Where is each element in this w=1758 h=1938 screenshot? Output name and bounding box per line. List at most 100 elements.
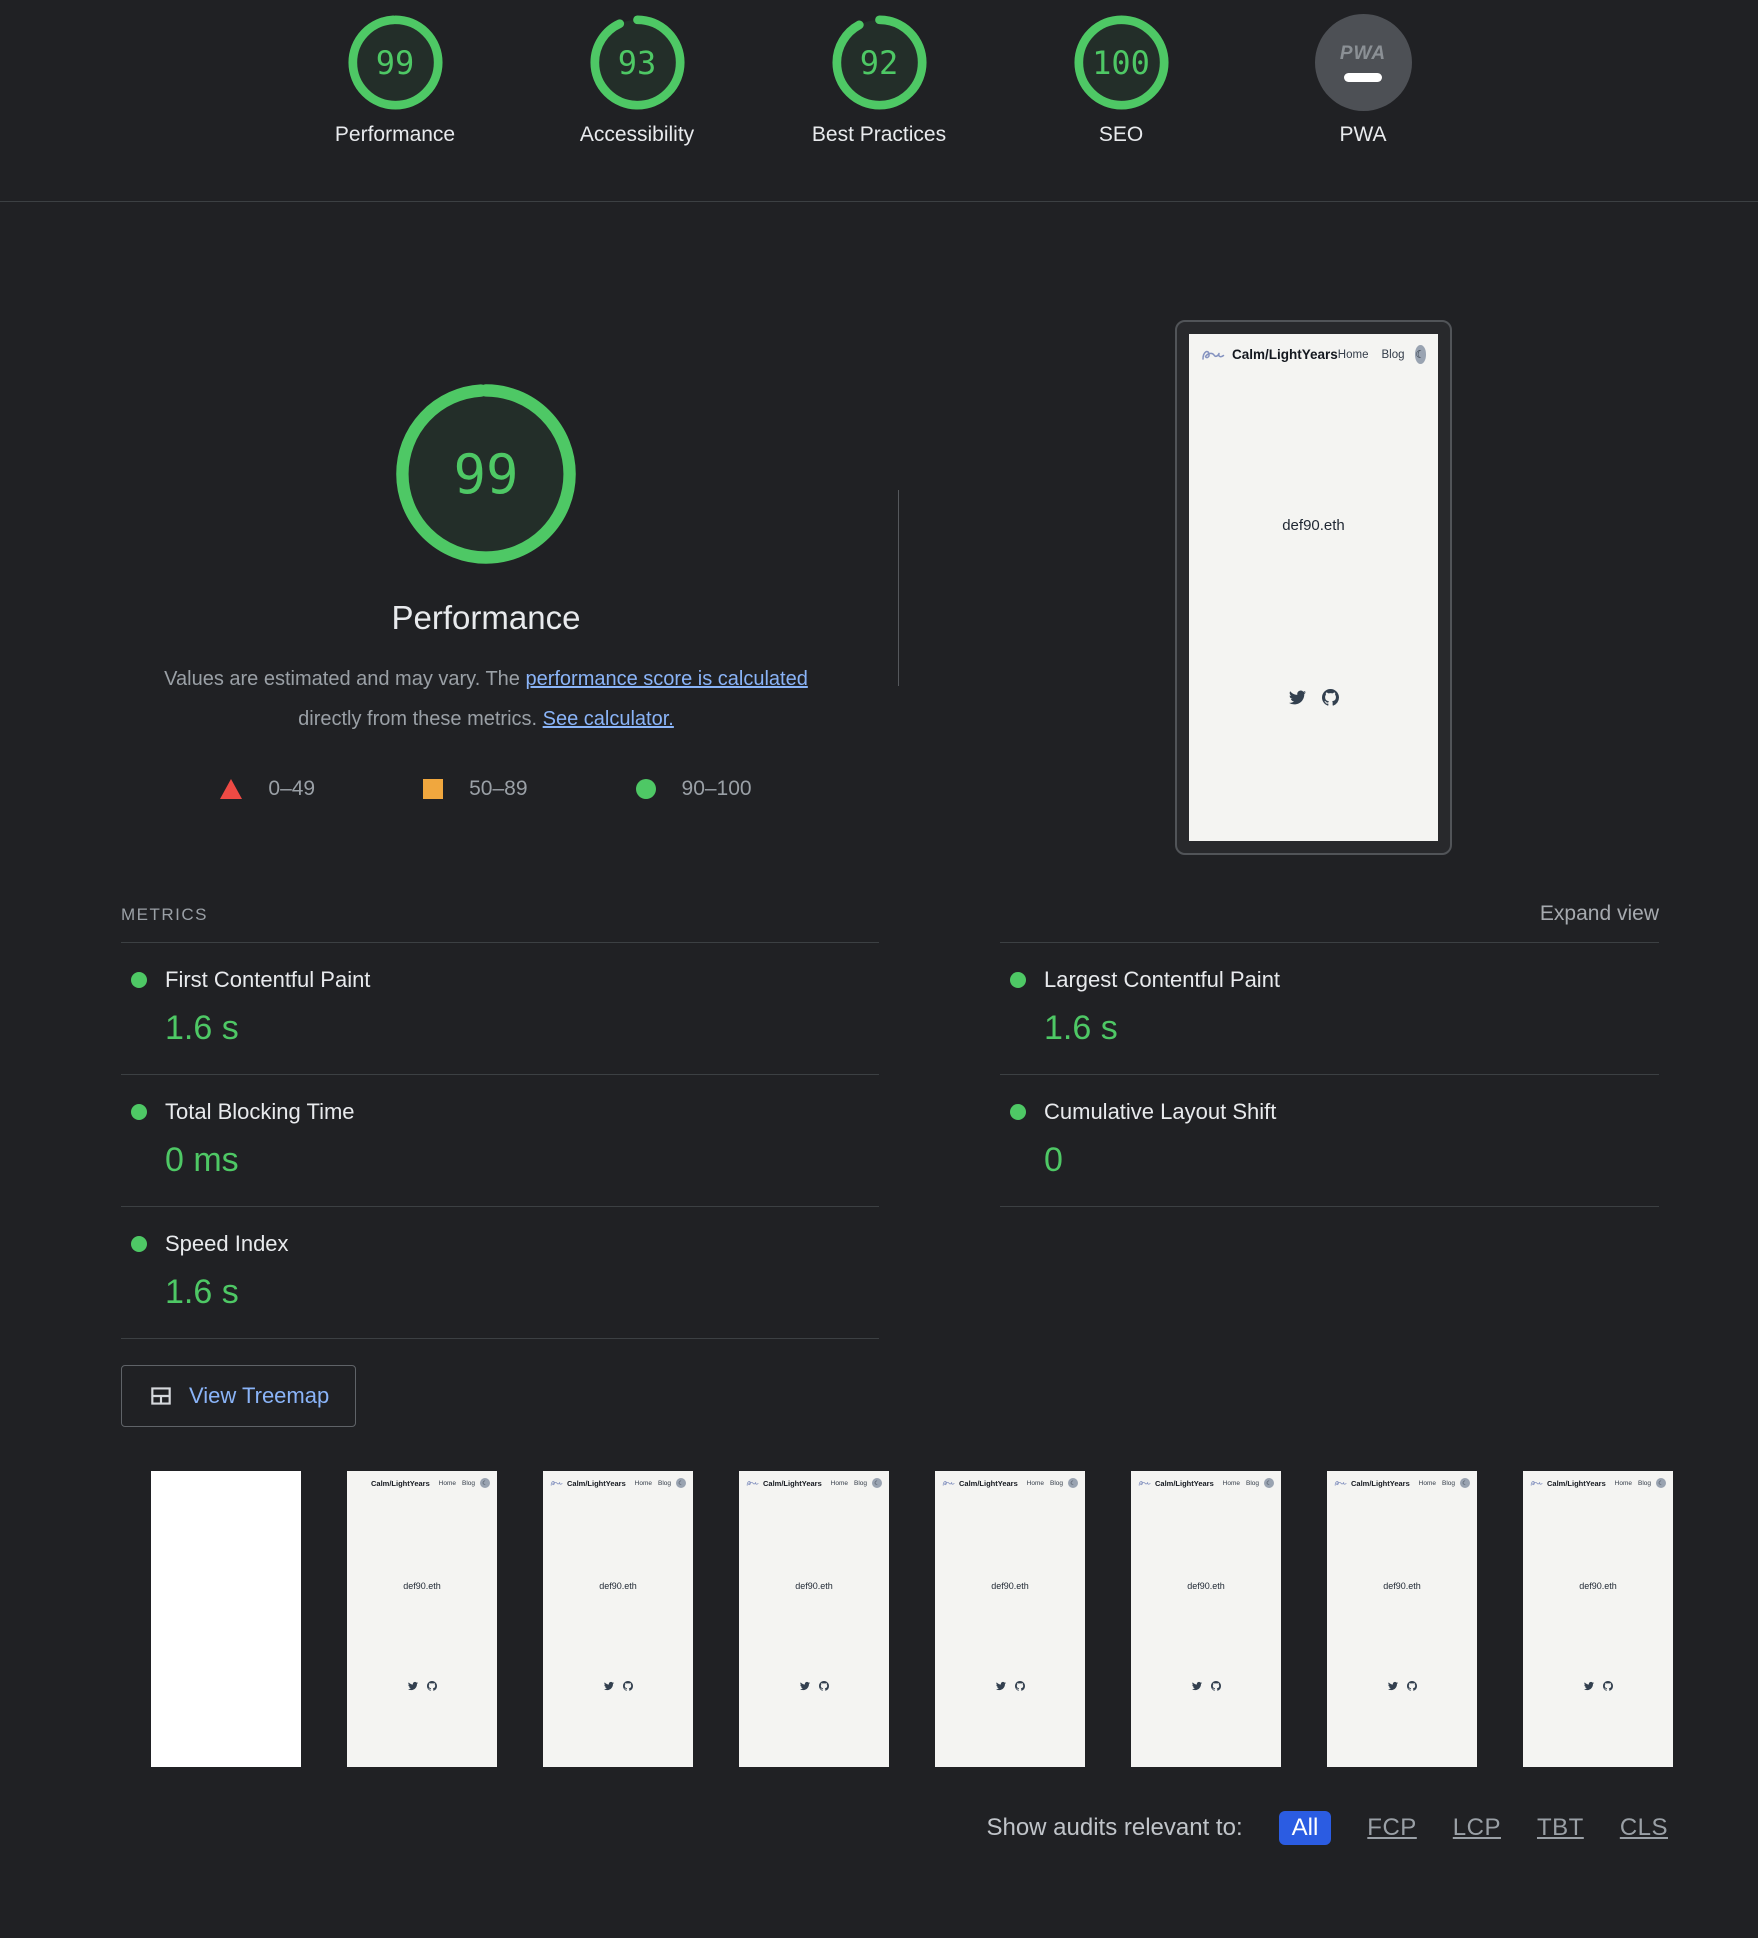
github-icon xyxy=(1321,688,1339,706)
filter-lcp-link[interactable]: LCP xyxy=(1452,1814,1501,1841)
best-practices-score: 92 xyxy=(859,43,899,82)
filter-fcp-link[interactable]: FCP xyxy=(1367,1814,1417,1841)
metric-si: Speed Index 1.6 s xyxy=(121,1207,879,1339)
lcp-name: Largest Contentful Paint xyxy=(1044,967,1281,992)
brand-logo-icon xyxy=(942,1481,955,1486)
expand-view-button[interactable]: Expand view xyxy=(1539,902,1659,925)
nav-blog-link: Blog xyxy=(1637,1479,1651,1487)
twitter-icon xyxy=(1191,1682,1202,1691)
view-treemap-button[interactable]: View Treemap xyxy=(121,1365,357,1427)
filmstrip-thumbnail: Calm/LightYears Home Blog ☾ def90.eth xyxy=(739,1471,889,1767)
theme-toggle-moon-icon: ☾ xyxy=(480,1478,490,1488)
fail-range-label: 0–49 xyxy=(268,777,316,800)
fail-triangle-icon xyxy=(220,779,243,799)
vertical-divider xyxy=(898,490,899,686)
filmstrip: Calm/LightYears Home Blog ☾ def90.eth Ca… xyxy=(151,1471,1758,1767)
theme-toggle-moon-icon: ☾ xyxy=(676,1478,686,1488)
filter-cls-link[interactable]: CLS xyxy=(1619,1814,1668,1841)
nav-home-link: Home xyxy=(1418,1479,1436,1487)
metrics-grid: First Contentful Paint 1.6 s Total Block… xyxy=(121,942,1659,1339)
performance-summary: 99 Performance Values are estimated and … xyxy=(96,379,876,801)
pwa-badge-label: PWA xyxy=(1339,123,1387,146)
metric-fcp: First Contentful Paint 1.6 s xyxy=(121,943,879,1075)
thumbnail-body-text: def90.eth xyxy=(403,1580,441,1591)
final-screenshot-frame: Calm/LightYears Home Blog ☾ def90.eth xyxy=(1175,320,1452,855)
description-text-1: Values are estimated and may vary. The xyxy=(164,668,526,690)
brand-logo-icon xyxy=(1530,1481,1543,1486)
lcp-value: 1.6 s xyxy=(1044,1009,1118,1047)
score-scale-legend: 0–49 50–89 90–100 xyxy=(96,777,876,801)
good-range-label: 90–100 xyxy=(681,777,752,800)
twitter-icon xyxy=(995,1682,1006,1691)
performance-overview-section: 99 Performance Values are estimated and … xyxy=(0,202,1758,902)
filter-all-chip[interactable]: All xyxy=(1278,1811,1332,1845)
summary-gauge-accessibility[interactable]: 93 Accessibility xyxy=(562,14,712,147)
nav-blog-link: Blog xyxy=(1049,1479,1063,1487)
preview-social-icons xyxy=(1189,688,1438,706)
thumbnail-body-text: def90.eth xyxy=(991,1580,1029,1591)
thumbnail-body-text: def90.eth xyxy=(1383,1580,1421,1591)
best-practices-gauge-label: Best Practices xyxy=(811,123,947,146)
preview-nav: Home Blog xyxy=(1338,349,1405,361)
github-icon xyxy=(622,1681,633,1691)
preview-body-text: def90.eth xyxy=(1282,516,1345,534)
twitter-icon xyxy=(407,1682,418,1691)
summary-badge-pwa[interactable]: PWA PWA xyxy=(1288,14,1438,147)
filmstrip-thumbnail: Calm/LightYears Home Blog ☾ def90.eth xyxy=(935,1471,1085,1767)
seo-score: 100 xyxy=(1092,43,1150,82)
theme-toggle-moon-icon: ☾ xyxy=(1656,1478,1666,1488)
cls-value: 0 xyxy=(1044,1141,1063,1179)
theme-toggle-moon-icon: ☾ xyxy=(1414,345,1426,364)
seo-gauge-ring: 100 xyxy=(1073,14,1170,111)
performance-gauge-label: Performance xyxy=(334,123,456,146)
nav-blog-link: Blog xyxy=(657,1479,671,1487)
brand-title: Calm/LightYears xyxy=(1155,1478,1214,1488)
filmstrip-thumbnail: Calm/LightYears Home Blog ☾ def90.eth xyxy=(1523,1471,1673,1767)
calculated-link[interactable]: performance score is calculated xyxy=(525,668,808,690)
twitter-icon xyxy=(1387,1682,1398,1691)
best-practices-gauge-ring: 92 xyxy=(831,14,928,111)
performance-score: 99 xyxy=(375,43,415,82)
page-title: Performance xyxy=(391,599,581,636)
brand-title: Calm/LightYears xyxy=(567,1478,626,1488)
preview-header: Calm/LightYears Home Blog ☾ xyxy=(1189,334,1438,364)
nav-blog-link: Blog xyxy=(461,1479,475,1487)
summary-gauge-seo[interactable]: 100 SEO xyxy=(1046,14,1196,147)
final-screenshot: Calm/LightYears Home Blog ☾ def90.eth xyxy=(1189,334,1438,841)
summary-gauge-performance[interactable]: 99 Performance xyxy=(320,14,470,147)
brand-logo-icon xyxy=(1202,350,1225,360)
brand-logo-icon xyxy=(1138,1481,1151,1486)
brand-title: Calm/LightYears xyxy=(1351,1478,1410,1488)
filmstrip-thumbnail: Calm/LightYears Home Blog ☾ def90.eth xyxy=(1131,1471,1281,1767)
lcp-good-dot-icon xyxy=(1010,972,1026,988)
nav-home-link: Home xyxy=(634,1479,652,1487)
brand-title: Calm/LightYears xyxy=(959,1478,1018,1488)
github-icon xyxy=(818,1681,829,1691)
audit-filter-bar: Show audits relevant to: All FCP LCP TBT… xyxy=(0,1811,1758,1845)
thumbnail-body-text: def90.eth xyxy=(795,1580,833,1591)
thumbnail-body-text: def90.eth xyxy=(1187,1580,1225,1591)
average-square-icon xyxy=(423,779,444,799)
performance-gauge-ring: 99 xyxy=(347,14,444,111)
github-icon xyxy=(1210,1681,1221,1691)
see-calculator-link[interactable]: See calculator. xyxy=(542,708,674,730)
fcp-good-dot-icon xyxy=(131,972,147,988)
nav-home-link: Home xyxy=(1222,1479,1240,1487)
filter-tbt-link[interactable]: TBT xyxy=(1536,1814,1584,1841)
theme-toggle-moon-icon: ☾ xyxy=(1264,1478,1274,1488)
nav-home-link: Home xyxy=(1337,348,1369,361)
si-name: Speed Index xyxy=(165,1231,289,1256)
theme-toggle-moon-icon: ☾ xyxy=(1460,1478,1470,1488)
brand-logo-icon xyxy=(550,1481,563,1486)
brand-logo-icon xyxy=(1334,1481,1347,1486)
metrics-section: METRICS Expand view First Contentful Pai… xyxy=(121,902,1659,1339)
legend-fail: 0–49 xyxy=(220,777,315,801)
seo-gauge-label: SEO xyxy=(1098,123,1144,146)
summary-gauge-best-practices[interactable]: 92 Best Practices xyxy=(804,14,954,147)
metric-tbt: Total Blocking Time 0 ms xyxy=(121,1075,879,1207)
fcp-value: 1.6 s xyxy=(165,1009,239,1047)
nav-home-link: Home xyxy=(438,1479,456,1487)
filmstrip-thumbnail: Calm/LightYears Home Blog ☾ def90.eth xyxy=(347,1471,497,1767)
tbt-name: Total Blocking Time xyxy=(165,1099,355,1124)
pwa-dash-icon xyxy=(1344,73,1382,82)
